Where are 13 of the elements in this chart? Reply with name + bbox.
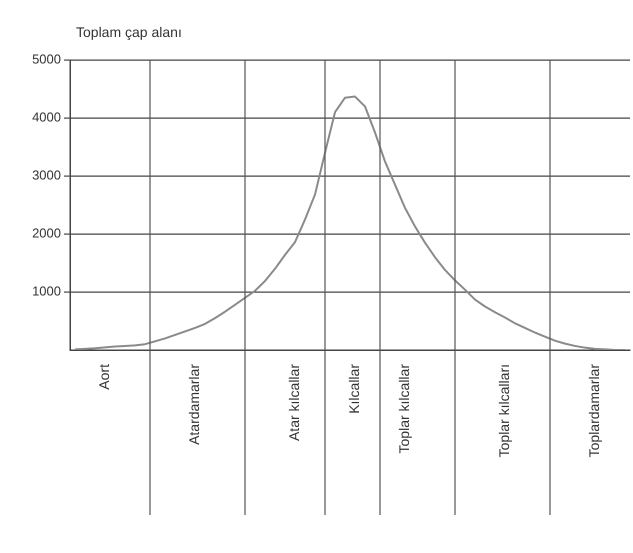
y-tick-label: 4000 [32, 110, 61, 125]
x-tick-label: Kılcallar [346, 364, 362, 414]
y-tick-label: 2000 [32, 226, 61, 241]
x-tick-label: Toplardamarlar [586, 364, 602, 458]
x-tick-label: Atar kılcallar [286, 364, 302, 442]
y-tick-label: 3000 [32, 168, 61, 183]
x-tick-label: Toplar kılcallar [396, 364, 412, 454]
x-tick-label: Aort [96, 364, 112, 390]
y-tick-label: 5000 [32, 52, 61, 67]
x-tick-label: Toplar kılcalları [496, 364, 512, 458]
y-tick-label: 1000 [32, 284, 61, 299]
x-tick-label: Atardamarlar [186, 364, 202, 445]
y-axis-title: Toplam çap alanı [76, 24, 182, 40]
